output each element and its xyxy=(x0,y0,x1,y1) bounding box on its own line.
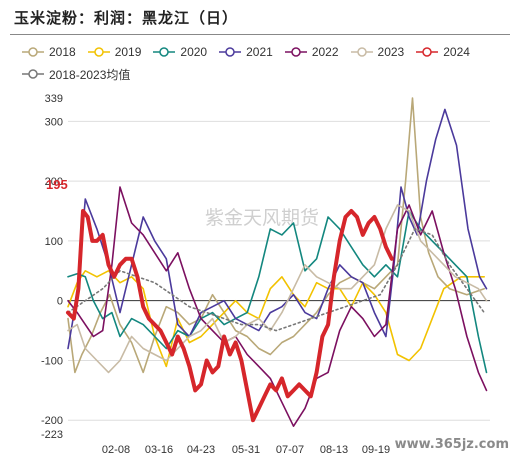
x-tick-label: 08-13 xyxy=(320,444,348,456)
x-axis-ticks: 02-08 03-16 04-23 05-31 07-07 08-13 09-19 xyxy=(102,444,390,456)
legend-label: 2020 xyxy=(180,45,208,59)
x-tick-label: 04-23 xyxy=(187,444,215,456)
legend-label: 2024 xyxy=(443,45,470,59)
y-tick-label: 339 xyxy=(45,93,63,105)
y-tick-label: 0 xyxy=(57,296,63,308)
legend-label: 2022 xyxy=(311,45,339,59)
legend-item-avg[interactable]: 2018-2023均值 xyxy=(22,63,130,85)
series-line-2023 xyxy=(67,204,488,374)
grid-lines xyxy=(68,120,490,421)
title-divider xyxy=(10,34,510,35)
series-line-avg xyxy=(67,228,486,332)
legend-item-2020[interactable]: 2020 xyxy=(153,41,207,63)
series-lines xyxy=(66,97,488,428)
legend-marker-icon xyxy=(284,47,307,57)
site-watermark: www.365jz.com xyxy=(394,437,509,452)
legend-label: 2023 xyxy=(377,45,405,59)
series-line-2024 xyxy=(66,209,394,423)
x-tick-label: 05-31 xyxy=(232,444,260,456)
legend-marker-icon xyxy=(219,47,242,57)
x-tick-label: 02-08 xyxy=(102,444,130,456)
legend-label: 2021 xyxy=(246,45,273,59)
y-tick-label: 300 xyxy=(45,116,63,128)
legend-label: 2018-2023均值 xyxy=(49,67,131,82)
legend-marker-icon xyxy=(350,47,373,57)
legend-label: 2019 xyxy=(114,45,142,59)
watermark-text: 紫金天风期货 xyxy=(205,207,319,229)
legend-item-2023[interactable]: 2023 xyxy=(350,41,405,63)
chart-title: 玉米淀粉：利润：黑龙江（日） xyxy=(14,9,239,27)
y-tick-label: 200 xyxy=(45,176,63,188)
y-tick-label: 100 xyxy=(45,236,63,248)
legend-item-2022[interactable]: 2022 xyxy=(284,41,339,63)
x-tick-label: 03-16 xyxy=(145,444,173,456)
legend-item-2024[interactable]: 2024 xyxy=(416,41,470,63)
annotation-195: 195 xyxy=(46,177,68,192)
legend-marker-icon xyxy=(416,47,439,57)
legend-marker-icon xyxy=(153,47,176,57)
y-tick-label: -200 xyxy=(41,415,63,427)
y-tick-label: -223 xyxy=(41,429,63,441)
legend-marker-icon xyxy=(22,47,44,57)
chart-legend: 2018 2019 2020 2021 2022 2023 2024 2018-2023均值 xyxy=(22,41,512,85)
legend-item-2021[interactable]: 2021 xyxy=(219,41,273,63)
legend-marker-icon xyxy=(87,47,110,57)
x-tick-label: 09-19 xyxy=(362,444,390,456)
legend-marker-icon xyxy=(22,69,44,79)
series-line-2022 xyxy=(67,186,488,428)
series-line-2019 xyxy=(67,269,486,368)
legend-label: 2018 xyxy=(49,45,76,59)
y-axis-ticks: -223 -200 -100 0 100 200 300 339 xyxy=(41,93,63,441)
legend-item-2019[interactable]: 2019 xyxy=(87,41,142,63)
y-tick-label: -100 xyxy=(41,355,63,367)
legend-item-2018[interactable]: 2018 xyxy=(22,41,76,63)
x-tick-label: 07-07 xyxy=(276,444,304,456)
